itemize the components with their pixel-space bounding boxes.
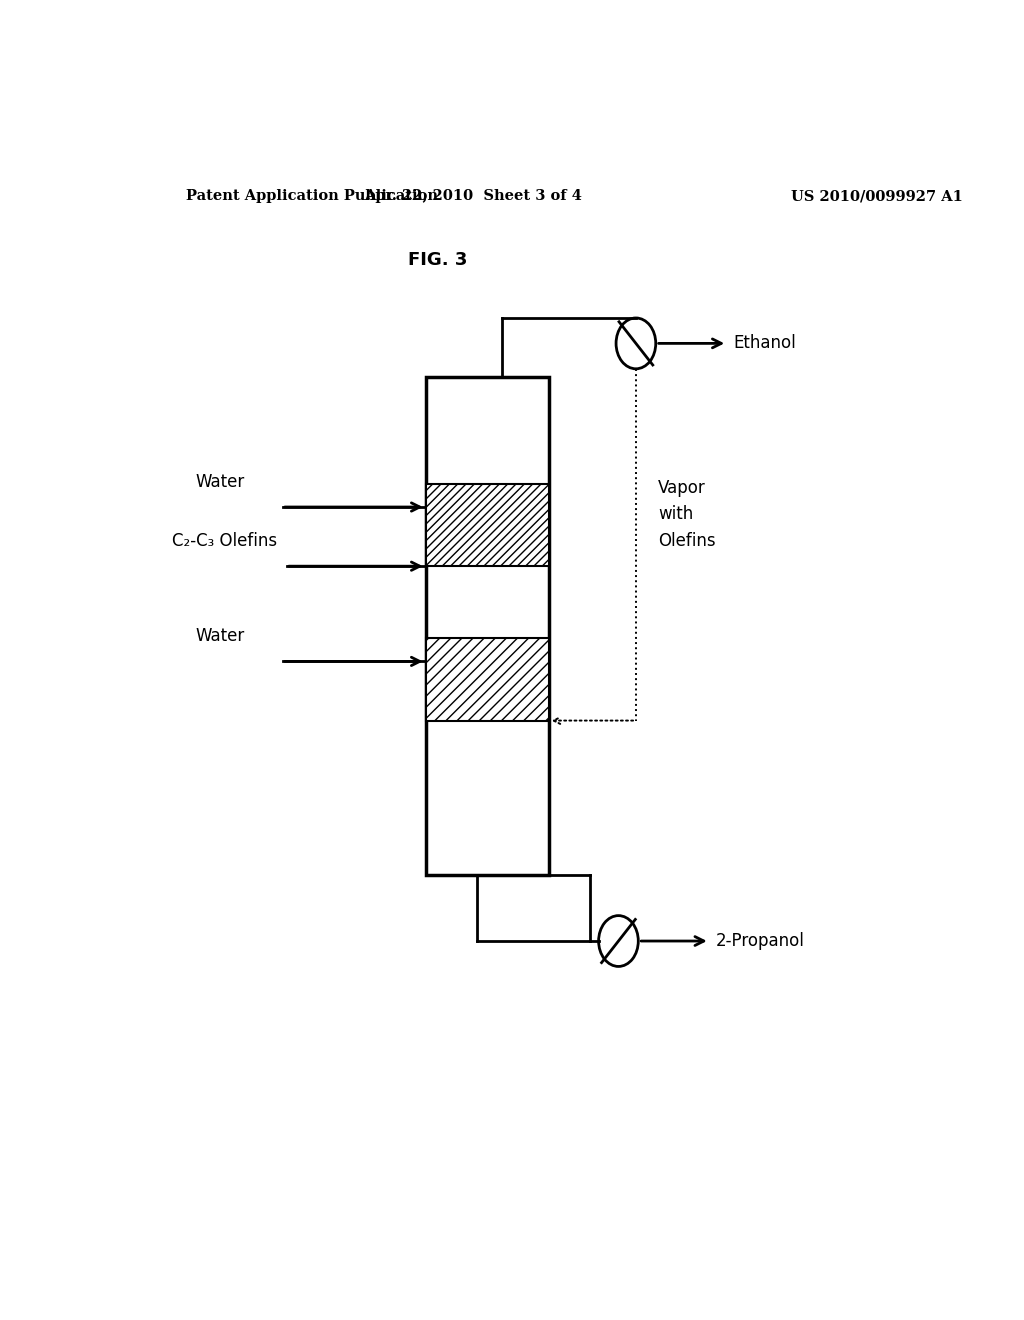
Text: C₂-C₃ Olefins: C₂-C₃ Olefins bbox=[172, 532, 276, 550]
Text: 2-Propanol: 2-Propanol bbox=[716, 932, 805, 950]
Bar bbox=[426, 639, 549, 721]
Bar bbox=[426, 484, 549, 566]
Text: Ethanol: Ethanol bbox=[733, 334, 797, 352]
Text: FIG. 3: FIG. 3 bbox=[408, 251, 467, 269]
Bar bbox=[426, 378, 549, 875]
Text: Water: Water bbox=[196, 627, 245, 645]
Text: Patent Application Publication: Patent Application Publication bbox=[186, 189, 438, 203]
Text: Water: Water bbox=[196, 473, 245, 491]
Text: Vapor
with
Olefins: Vapor with Olefins bbox=[658, 479, 716, 549]
Text: Apr. 22, 2010  Sheet 3 of 4: Apr. 22, 2010 Sheet 3 of 4 bbox=[365, 189, 583, 203]
Text: US 2010/0099927 A1: US 2010/0099927 A1 bbox=[791, 189, 963, 203]
